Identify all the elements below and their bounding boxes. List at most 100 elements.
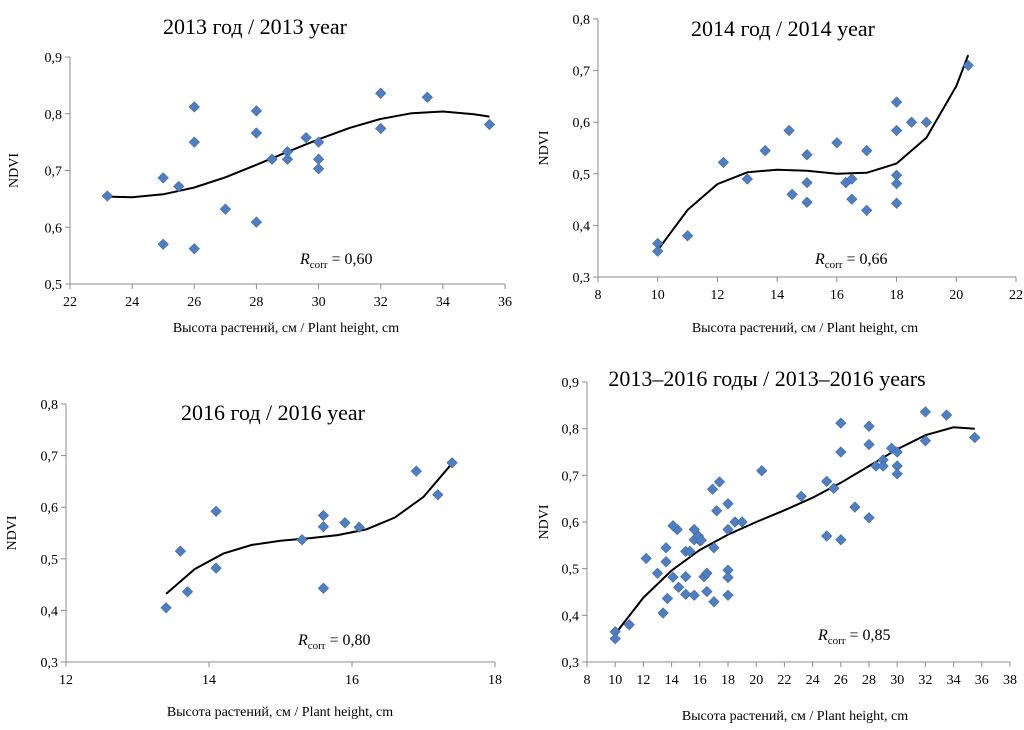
data-point [623,619,635,631]
y-tick-label: 0,8 [45,108,63,123]
correlation-subscript: corr [310,259,328,271]
x-tick-label: 8 [584,673,591,688]
data-point [188,243,200,255]
data-point [885,442,898,454]
y-tick-label: 0,9 [45,51,63,66]
x-tick-label: 14 [770,288,784,303]
y-tick-label: 0,7 [573,65,591,80]
data-point [672,581,685,593]
data-point [446,457,458,469]
data-point [835,446,847,458]
data-point [736,516,748,528]
x-tick-label: 18 [890,288,904,303]
data-point [483,118,496,131]
x-tick-label: 14 [202,673,216,688]
y-axis-title: NDVI [7,153,22,188]
x-tick-label: 24 [125,295,139,310]
data-point [421,91,433,103]
data-point [863,438,875,451]
x-axis-title: Высота растений, см / Plant height, cm [692,321,918,336]
correlation-subscript: corr [828,635,846,647]
data-point [920,116,933,128]
chart-title: 2013 год / 2013 year [163,14,348,39]
data-point [266,153,278,165]
x-tick-label: 14 [665,673,679,688]
chart-panel-3: 0,3 0,4 0,5 0,6 0,7 0,8 12 14 16 18 2016 год / 201… [5,398,502,720]
data-point [312,163,325,175]
data-point [708,596,720,608]
correlation-value: = 0,85 [846,627,891,644]
data-point [801,196,813,208]
data-point [312,153,325,165]
data-point [174,545,187,557]
data-point [317,582,330,594]
data-point [317,509,330,522]
data-point [890,197,903,209]
y-tick-label: 0,5 [562,563,580,578]
correlation-symbol: R [817,627,828,644]
correlation-value: = 0,60 [328,251,373,268]
y-tick-label: 0,7 [562,469,580,484]
x-tick-label: 16 [830,288,844,303]
x-tick-label: 22 [777,673,791,688]
y-tick-label: 0,4 [562,609,580,624]
x-tick-label: 36 [498,295,512,310]
chart-panel-4: 0,3 0,4 0,5 0,6 0,7 0,8 0,9 8 10 12 14 16 18 20 22 24 26… [537,366,1017,724]
data-point [835,417,847,429]
y-tick-label: 0,4 [573,219,591,234]
data-point [801,176,813,189]
y-tick-label: 0,3 [573,271,591,286]
x-tick-label: 10 [651,288,665,303]
data-point [835,534,847,546]
data-point [891,446,903,458]
x-tick-label: 28 [249,295,263,310]
x-tick-label: 32 [918,673,932,688]
chart-title: 2013–2016 годы / 2013–2016 years [608,366,925,391]
data-point [722,498,734,510]
data-point [181,586,194,598]
data-point [432,489,444,501]
correlation-value: = 0,80 [326,632,371,649]
data-point [651,567,664,579]
data-point [828,482,840,495]
data-point [250,216,263,228]
data-point [701,567,713,579]
data-point [890,124,903,137]
y-tick-label: 0,6 [41,501,59,516]
correlation-value: = 0,66 [843,251,888,268]
data-point [849,501,861,513]
data-point [711,505,723,517]
data-point [210,562,222,574]
data-point [846,193,858,205]
correlation-subscript: corr [308,640,326,652]
data-point [722,571,734,584]
x-tick-label: 22 [63,295,77,310]
data-point [890,177,903,190]
x-tick-label: 22 [1009,288,1023,303]
correlation-symbol: R [299,251,310,268]
correlation-label: Rcorr = 0,66 [814,251,888,271]
data-point [821,530,833,542]
data-point [652,245,664,257]
trend-line [656,54,970,251]
data-point [919,435,932,447]
data-point [708,542,720,554]
data-point [281,153,294,165]
correlation-symbol: R [297,632,308,649]
data-point [695,534,707,546]
data-point [339,517,351,529]
data-point [713,476,726,488]
data-point [680,588,692,600]
y-tick-label: 0,6 [562,516,580,531]
data-point [688,589,700,601]
data-point [660,556,672,568]
chart-panel-1: 0,5 0,6 0,7 0,8 0,9 22 24 26 28 30 32 34 36 2013 год … [7,14,512,336]
data-point [681,230,694,242]
data-point [210,505,222,517]
data-point [905,116,918,128]
x-tick-label: 20 [949,288,963,303]
correlation-subscript: corr [825,259,843,271]
x-tick-label: 28 [862,673,876,688]
data-point [667,520,679,532]
x-tick-label: 38 [1003,673,1017,688]
